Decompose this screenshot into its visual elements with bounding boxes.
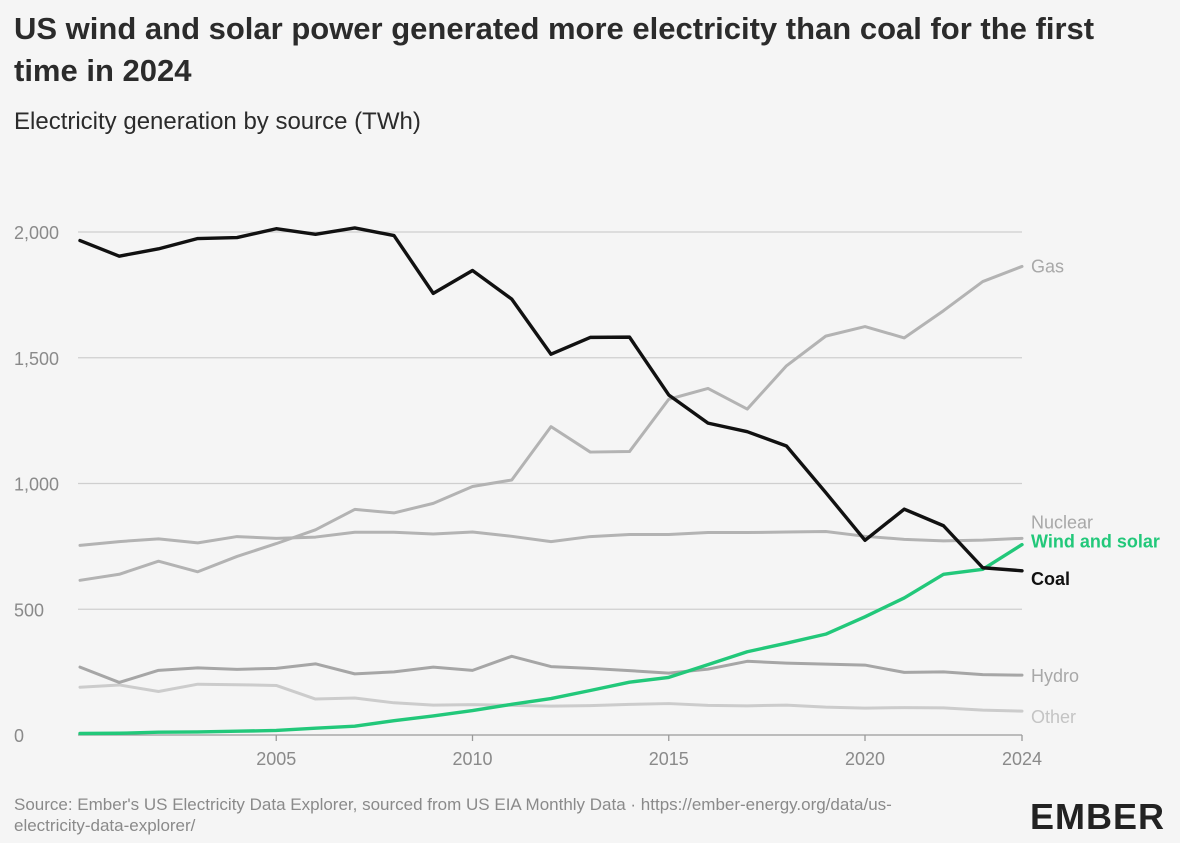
x-tick-label: 2024 [1002,749,1042,769]
y-tick-label: 0 [14,726,24,746]
series-line-gas [78,264,1024,582]
y-tick-label: 500 [14,600,44,620]
y-tick-label: 1,000 [14,475,59,495]
x-tick-labels: 2005 2010 2015 2020 2024 [256,749,1042,769]
chart-subtitle: Electricity generation by source (TWh) [14,108,421,135]
x-tick-label: 2020 [845,749,885,769]
y-tick-label: 1,500 [14,349,59,369]
source-note: Source: Ember's US Electricity Data Expl… [14,795,892,835]
series-line-wind-solar [78,542,1024,736]
y-tick-label: 2,000 [14,223,59,243]
x-tick-label: 2015 [649,749,689,769]
series-line-coal [78,226,1024,573]
series-line-hydro [78,654,1024,684]
y-tick-labels: 0 500 1,000 1,500 2,000 [14,223,59,746]
series-label-nuclear: Nuclear [1031,512,1093,532]
ember-logo: EMBER [1030,796,1165,836]
series-label-hydro: Hydro [1031,666,1079,686]
grid-lines [78,231,1023,741]
series-line-other [78,682,1024,713]
x-tick-label: 2010 [452,749,492,769]
series-labels: Other Hydro Nuclear Gas Wind and solar Coal [1031,256,1160,727]
series-label-gas: Gas [1031,256,1064,276]
series-label-wind-solar: Wind and solar [1031,532,1160,552]
logo-text: EMBER [1030,796,1165,836]
x-tick-label: 2005 [256,749,296,769]
series-label-coal: Coal [1031,569,1070,589]
series-lines [78,226,1024,736]
series-line-nuclear [78,530,1024,547]
series-label-other: Other [1031,707,1076,727]
chart-title: US wind and solar power generated more e… [14,11,1095,88]
